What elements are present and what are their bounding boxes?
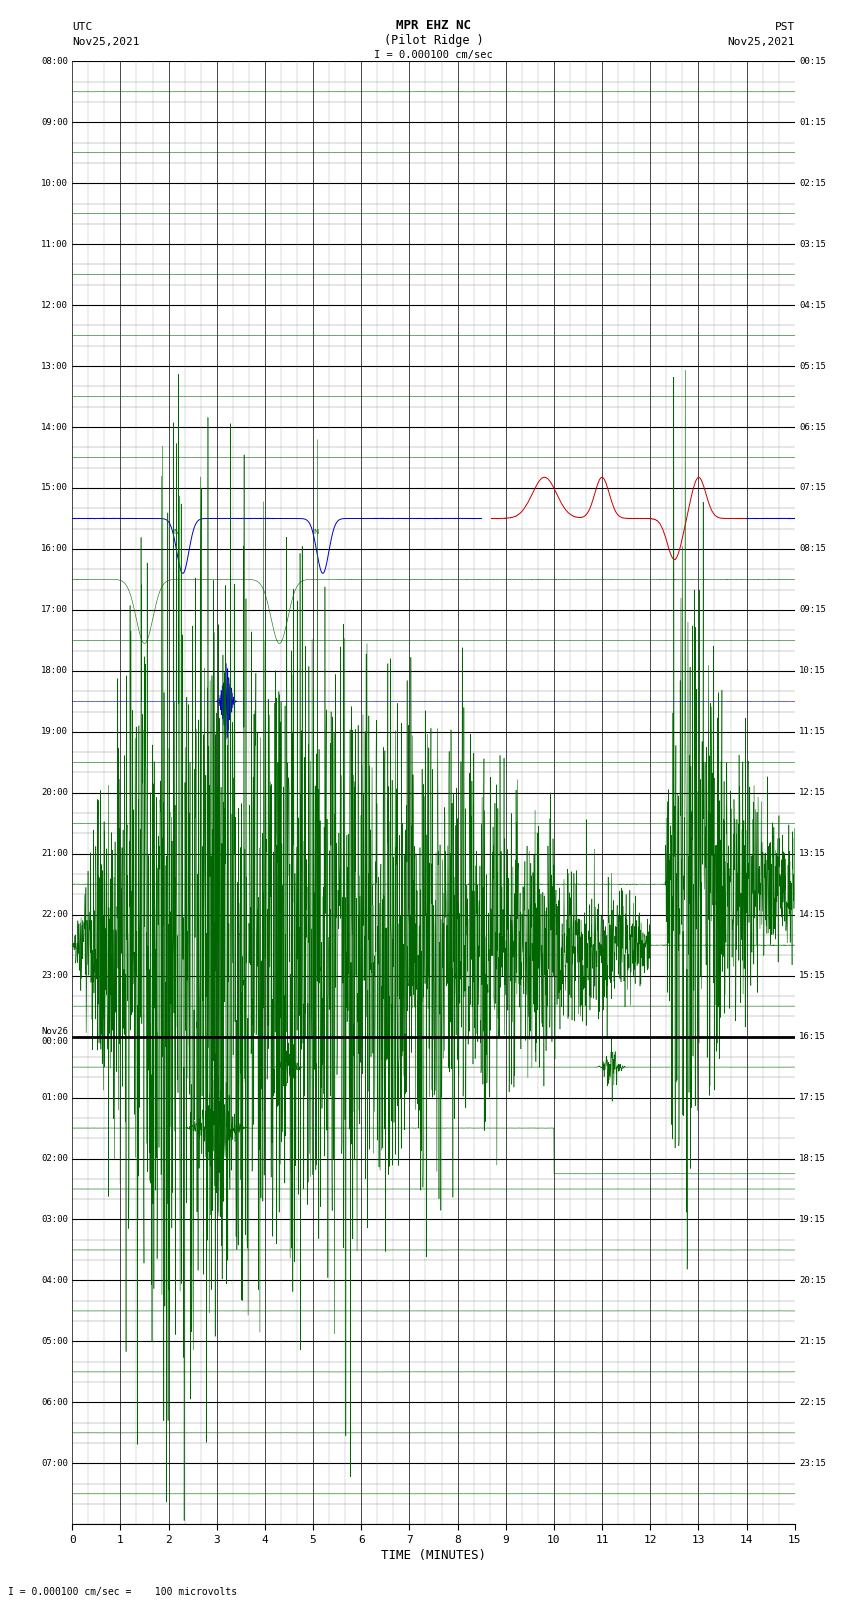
Text: 18:00: 18:00 <box>41 666 68 676</box>
Text: 08:00: 08:00 <box>41 56 68 66</box>
Text: 16:15: 16:15 <box>799 1032 826 1040</box>
Text: 20:00: 20:00 <box>41 789 68 797</box>
Text: 01:00: 01:00 <box>41 1094 68 1102</box>
Text: 21:00: 21:00 <box>41 850 68 858</box>
Text: UTC: UTC <box>72 23 93 32</box>
Text: 07:00: 07:00 <box>41 1458 68 1468</box>
Text: 03:15: 03:15 <box>799 240 826 248</box>
Text: 02:15: 02:15 <box>799 179 826 187</box>
Text: 02:00: 02:00 <box>41 1153 68 1163</box>
Text: I = 0.000100 cm/sec: I = 0.000100 cm/sec <box>374 50 493 60</box>
Text: PST: PST <box>774 23 795 32</box>
Text: 03:00: 03:00 <box>41 1215 68 1224</box>
Text: 09:00: 09:00 <box>41 118 68 127</box>
Text: 14:00: 14:00 <box>41 423 68 432</box>
Text: N: N <box>173 529 178 536</box>
Text: 12:00: 12:00 <box>41 300 68 310</box>
Text: 05:15: 05:15 <box>799 361 826 371</box>
Text: Nov25,2021: Nov25,2021 <box>728 37 795 47</box>
X-axis label: TIME (MINUTES): TIME (MINUTES) <box>381 1548 486 1561</box>
Text: 06:15: 06:15 <box>799 423 826 432</box>
Text: 19:15: 19:15 <box>799 1215 826 1224</box>
Text: 17:00: 17:00 <box>41 605 68 615</box>
Text: 21:15: 21:15 <box>799 1337 826 1345</box>
Text: 18:15: 18:15 <box>799 1153 826 1163</box>
Text: 15:00: 15:00 <box>41 484 68 492</box>
Text: 23:00: 23:00 <box>41 971 68 981</box>
Text: 04:00: 04:00 <box>41 1276 68 1286</box>
Text: 05:00: 05:00 <box>41 1337 68 1345</box>
Text: (Pilot Ridge ): (Pilot Ridge ) <box>383 34 484 47</box>
Text: 15:15: 15:15 <box>799 971 826 981</box>
Text: 13:15: 13:15 <box>799 850 826 858</box>
Text: 10:15: 10:15 <box>799 666 826 676</box>
Text: 04:15: 04:15 <box>799 300 826 310</box>
Text: 07:15: 07:15 <box>799 484 826 492</box>
Text: 23:15: 23:15 <box>799 1458 826 1468</box>
Text: 11:15: 11:15 <box>799 727 826 736</box>
Text: 10:00: 10:00 <box>41 179 68 187</box>
Text: 22:15: 22:15 <box>799 1398 826 1407</box>
Text: 13:00: 13:00 <box>41 361 68 371</box>
Text: 16:00: 16:00 <box>41 545 68 553</box>
Text: 20:15: 20:15 <box>799 1276 826 1286</box>
Text: 08:15: 08:15 <box>799 545 826 553</box>
Text: 01:15: 01:15 <box>799 118 826 127</box>
Text: 00:15: 00:15 <box>799 56 826 66</box>
Text: 19:00: 19:00 <box>41 727 68 736</box>
Text: 09:15: 09:15 <box>799 605 826 615</box>
Text: 14:15: 14:15 <box>799 910 826 919</box>
Text: I = 0.000100 cm/sec =    100 microvolts: I = 0.000100 cm/sec = 100 microvolts <box>8 1587 238 1597</box>
Text: MPR EHZ NC: MPR EHZ NC <box>396 19 471 32</box>
Text: 12:15: 12:15 <box>799 789 826 797</box>
Text: Nov26
00:00: Nov26 00:00 <box>41 1027 68 1047</box>
Text: 17:15: 17:15 <box>799 1094 826 1102</box>
Text: 11:00: 11:00 <box>41 240 68 248</box>
Text: 22:00: 22:00 <box>41 910 68 919</box>
Text: 06:00: 06:00 <box>41 1398 68 1407</box>
Text: Nov25,2021: Nov25,2021 <box>72 37 139 47</box>
Text: N: N <box>313 529 319 536</box>
